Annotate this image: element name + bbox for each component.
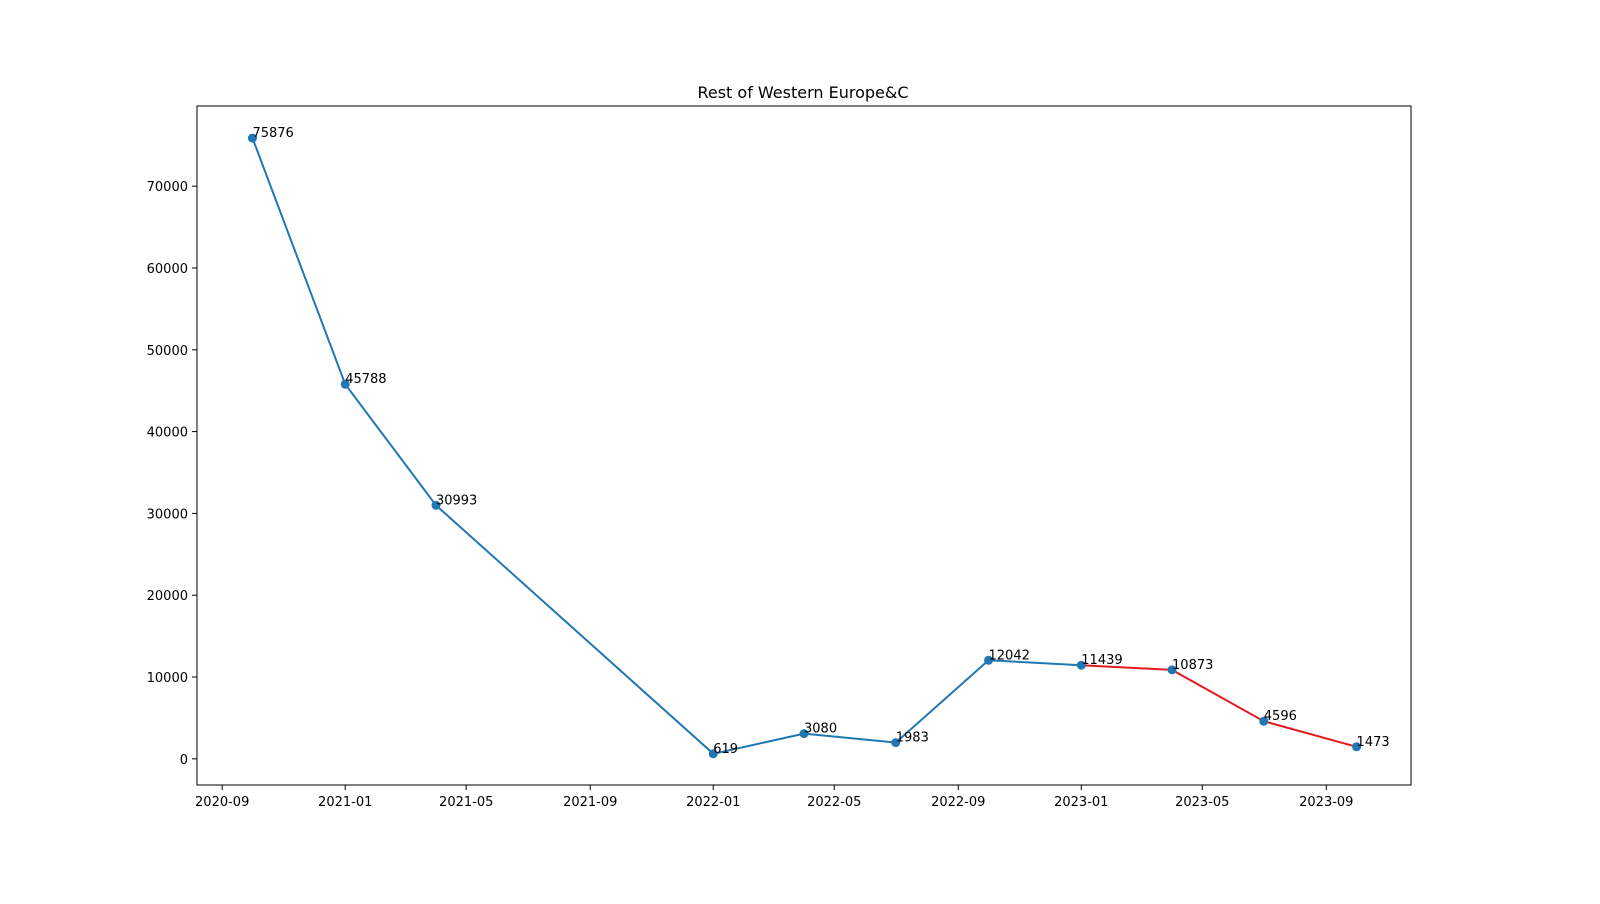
data-point bbox=[1352, 742, 1362, 752]
chart-title: Rest of Western Europe&C bbox=[697, 83, 908, 102]
data-label: 619 bbox=[713, 742, 738, 757]
plot-area-frame bbox=[196, 105, 1412, 786]
x-tick-label: 2022-05 bbox=[807, 795, 861, 810]
series-line bbox=[251, 137, 1082, 755]
y-tick-label: 60000 bbox=[147, 262, 188, 277]
data-point bbox=[1167, 665, 1177, 675]
data-label: 12042 bbox=[989, 648, 1030, 663]
x-tick-label: 2023-09 bbox=[1299, 795, 1353, 810]
data-point bbox=[984, 655, 994, 665]
data-label: 3080 bbox=[804, 722, 837, 737]
series-points bbox=[247, 133, 1362, 759]
y-axis: 0 10000 20000 30000 40000 50000 60000 70000 bbox=[147, 180, 197, 768]
x-tick-label: 2021-01 bbox=[318, 795, 372, 810]
y-tick-label: 0 bbox=[180, 753, 188, 768]
x-tick-label: 2020-09 bbox=[195, 795, 249, 810]
data-label: 30993 bbox=[436, 493, 477, 508]
x-tick-label: 2023-01 bbox=[1054, 795, 1108, 810]
y-tick-label: 30000 bbox=[147, 507, 188, 522]
data-label: 45788 bbox=[345, 372, 386, 387]
data-label: 75876 bbox=[252, 126, 293, 141]
data-point bbox=[247, 133, 257, 143]
data-point bbox=[1076, 660, 1086, 670]
x-tick-label: 2021-05 bbox=[439, 795, 493, 810]
x-tick-label: 2022-01 bbox=[686, 795, 740, 810]
data-point bbox=[431, 500, 441, 510]
data-label: 11439 bbox=[1081, 653, 1122, 668]
data-label: 4596 bbox=[1264, 709, 1297, 724]
data-label: 1983 bbox=[896, 731, 929, 746]
x-tick-label: 2022-09 bbox=[931, 795, 985, 810]
x-axis: 2020-09 2021-01 2021-05 2021-09 2022-01 2022-… bbox=[195, 785, 1353, 810]
series-lines bbox=[251, 137, 1357, 755]
data-point bbox=[1259, 716, 1269, 726]
data-point bbox=[891, 738, 901, 748]
data-labels: 75876 45788 30993 619 3080 1983 12042 11439 1087… bbox=[252, 126, 1389, 757]
data-label: 10873 bbox=[1172, 658, 1213, 673]
y-tick-label: 70000 bbox=[147, 180, 188, 195]
highlight-line bbox=[1081, 664, 1357, 748]
y-tick-label: 20000 bbox=[147, 589, 188, 604]
data-point bbox=[708, 749, 718, 759]
y-tick-label: 40000 bbox=[147, 426, 188, 441]
x-tick-label: 2021-09 bbox=[563, 795, 617, 810]
data-point bbox=[340, 379, 350, 389]
data-point bbox=[799, 729, 809, 739]
y-tick-label: 10000 bbox=[147, 671, 188, 686]
data-label: 1473 bbox=[1357, 735, 1390, 750]
x-tick-label: 2023-05 bbox=[1175, 795, 1229, 810]
y-tick-label: 50000 bbox=[147, 344, 188, 359]
